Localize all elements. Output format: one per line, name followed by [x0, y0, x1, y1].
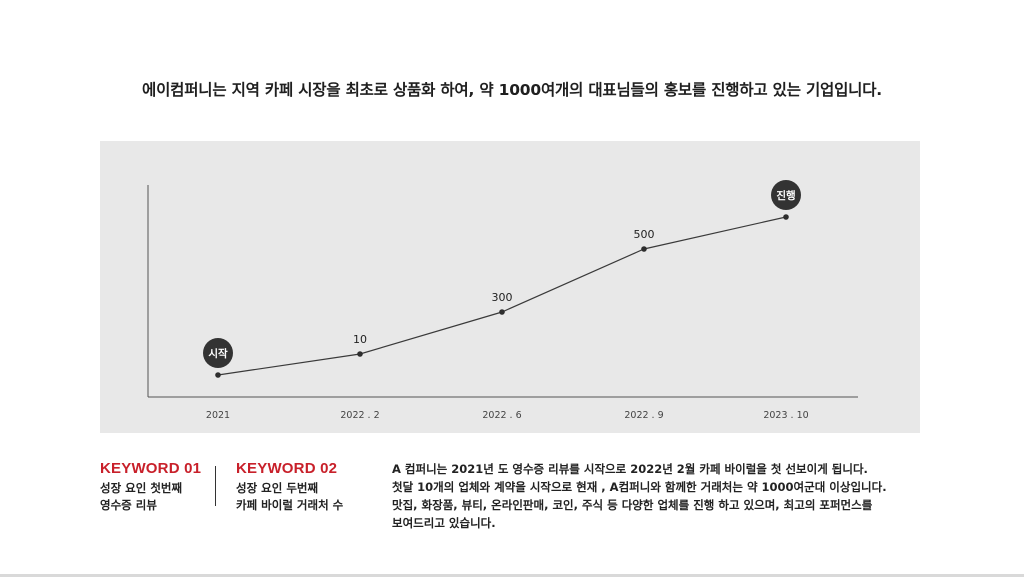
data-label-badge-1 — [203, 338, 233, 368]
description-line-4: 보여드리고 있습니다. — [392, 516, 496, 530]
data-point-1 — [215, 372, 221, 378]
x-tick-label-4: 2022 . 9 — [624, 410, 663, 421]
description-line-1: A 컴퍼니는 2021년 도 영수증 리뷰를 시작으로 2022년 2월 카페 … — [392, 462, 868, 476]
keyword-01-title: KEYWORD 01 — [100, 460, 202, 477]
keyword-02-line-2: 카페 바이럴 거래처 수 — [236, 498, 344, 512]
keyword-divider — [215, 466, 216, 506]
data-point-3 — [499, 309, 505, 315]
growth-line-chart: 시작 2021 10 2022 . 2 300 2022 . 6 500 2022 . 9 진행… — [147, 180, 858, 421]
data-label-5: 진행 — [776, 189, 795, 202]
data-label-1: 시작 — [208, 347, 228, 360]
data-label-badge-5 — [771, 180, 801, 210]
company-description: A 컴퍼니는 2021년 도 영수증 리뷰를 시작으로 2022년 2월 카페 … — [392, 460, 912, 532]
bottom-rule — [0, 574, 1024, 577]
x-tick-label-1: 2021 — [206, 410, 230, 421]
x-tick-label-2: 2022 . 2 — [340, 410, 379, 421]
data-point-5 — [783, 214, 789, 220]
x-tick-label-3: 2022 . 6 — [482, 410, 521, 421]
x-tick-label-5: 2023 . 10 — [763, 410, 808, 421]
data-point-2 — [357, 351, 363, 357]
keyword-02-title: KEYWORD 02 — [236, 460, 338, 477]
data-label-4: 500 — [634, 228, 655, 241]
growth-chart-panel: 시작 2021 10 2022 . 2 300 2022 . 6 500 2022 . 9 진행… — [100, 141, 920, 433]
data-label-2: 10 — [353, 333, 367, 346]
description-line-3: 맛집, 화장품, 뷰티, 온라인판매, 코인, 주식 등 다양한 업체를 진행 … — [392, 498, 873, 512]
keyword-01-line-1: 성장 요인 첫번째 — [100, 481, 183, 495]
keyword-01-line-2: 영수증 리뷰 — [100, 498, 157, 512]
data-point-4 — [641, 246, 647, 252]
keyword-01: KEYWORD 01 성장 요인 첫번째 영수증 리뷰 — [100, 460, 201, 514]
keyword-02-line-1: 성장 요인 두번째 — [236, 481, 319, 495]
description-line-2: 첫달 10개의 업체와 계약을 시작으로 현재 , A컴퍼니와 함께한 거래처는… — [392, 480, 887, 494]
data-label-3: 300 — [492, 291, 513, 304]
headline: 에이컴퍼니는 지역 카페 시장을 최초로 상품화 하여, 약 1000여개의 대… — [142, 81, 882, 99]
keyword-02: KEYWORD 02 성장 요인 두번째 카페 바이럴 거래처 수 — [236, 460, 343, 514]
